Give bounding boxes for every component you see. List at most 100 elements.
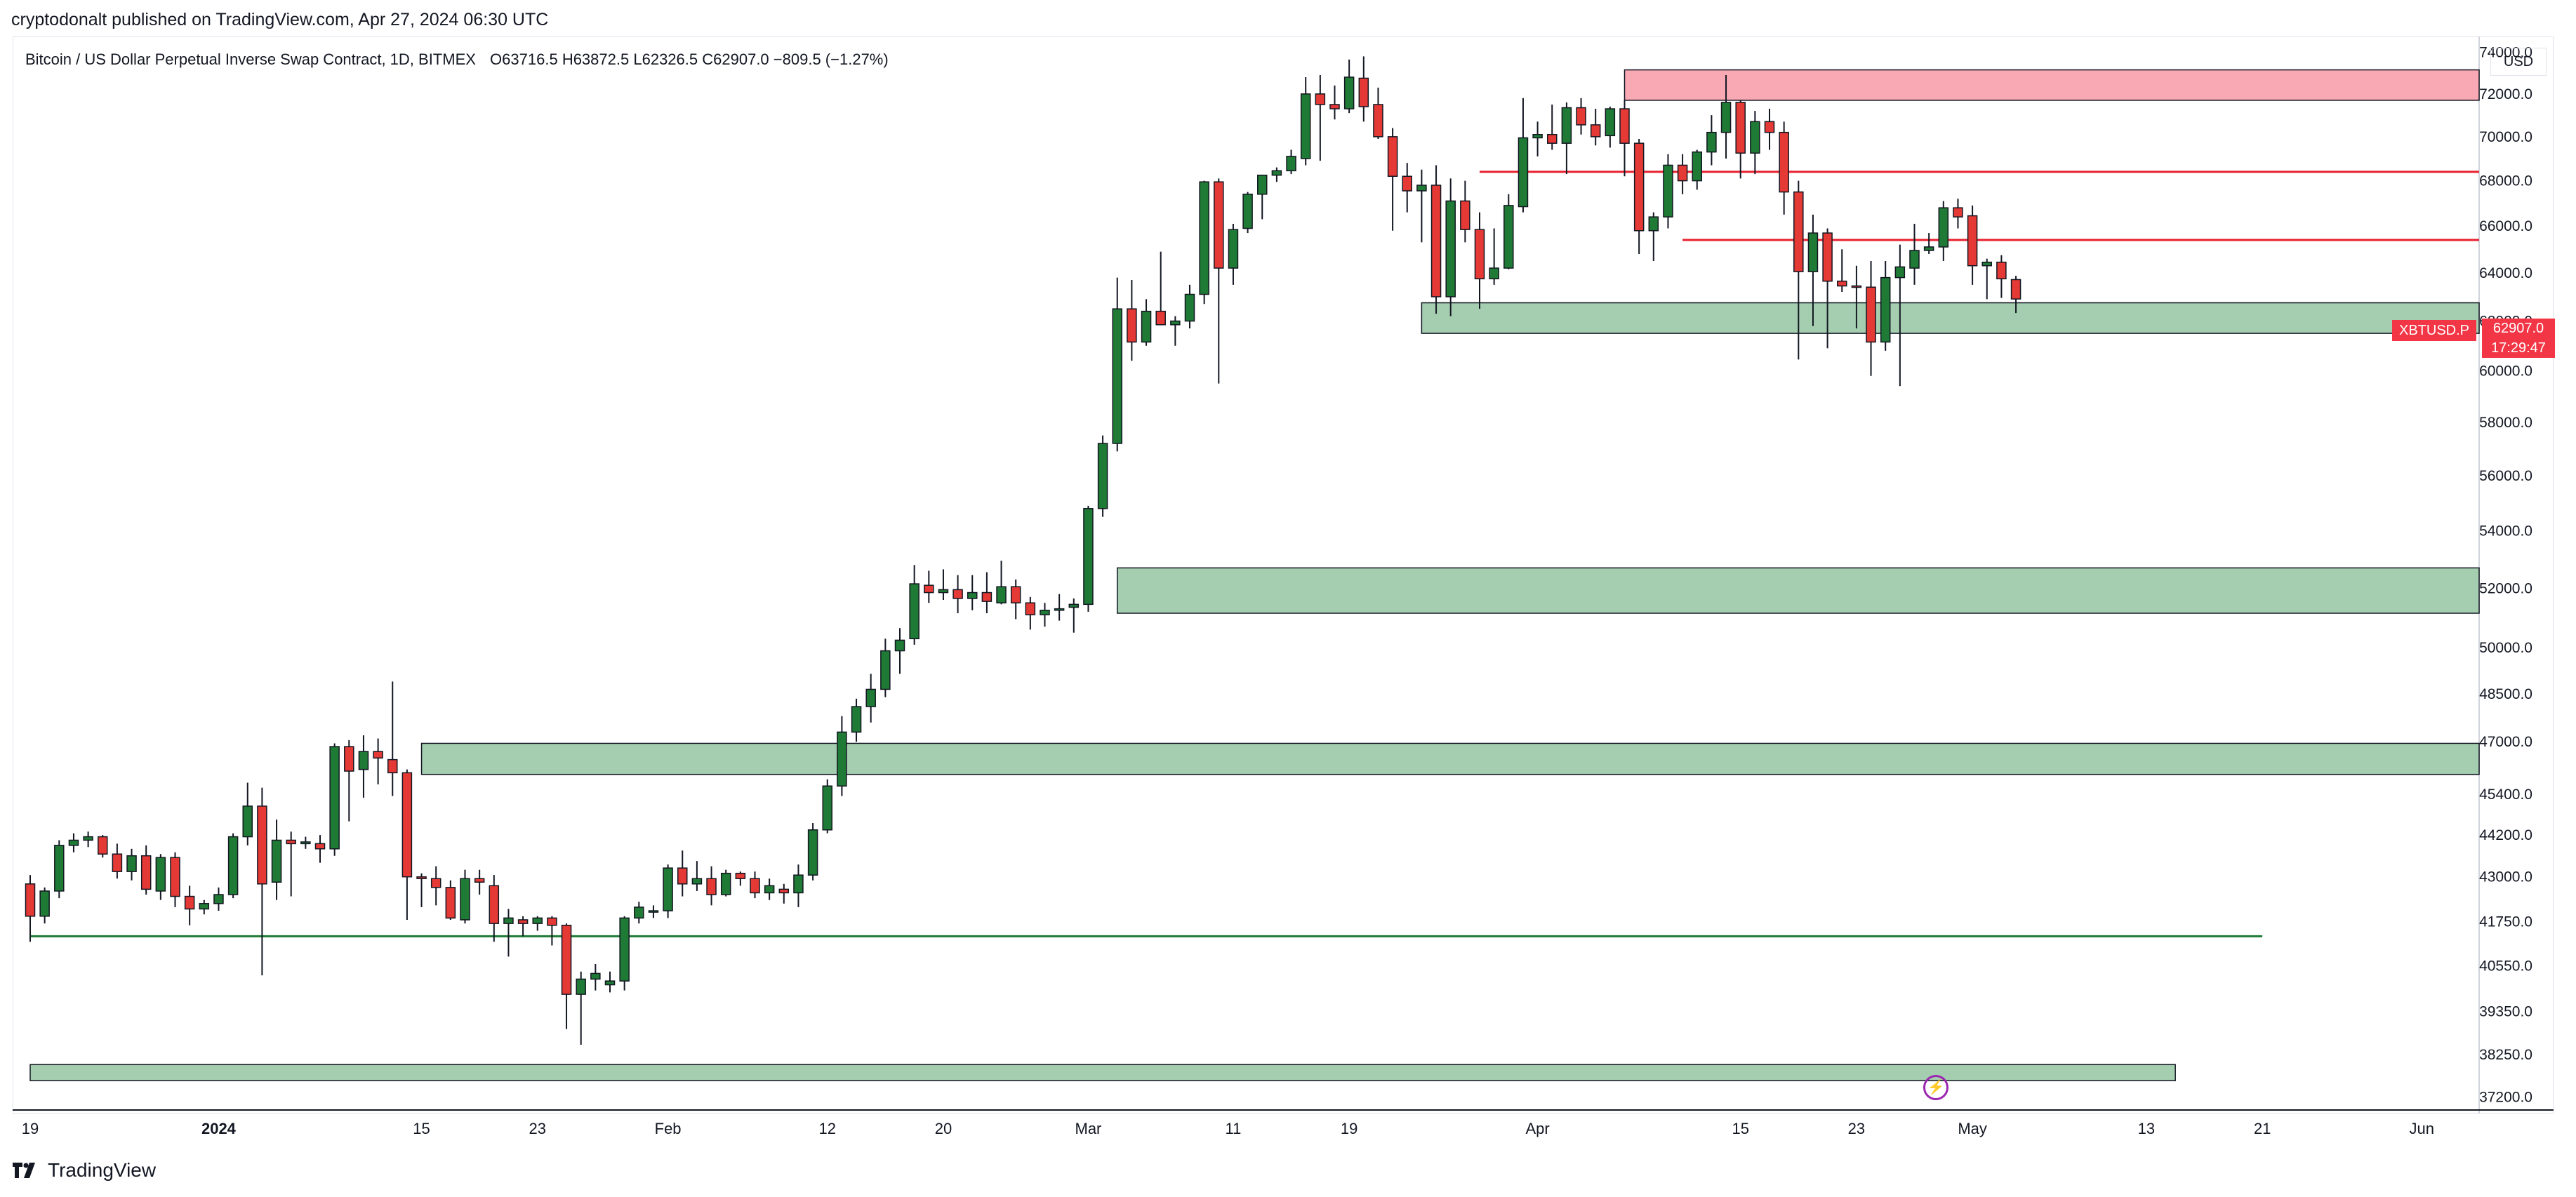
candle (1837, 249, 1847, 293)
candle-body (1518, 137, 1529, 208)
y-tick-label: 50000.0 (2479, 640, 2532, 656)
candle-body (735, 872, 746, 879)
candle (619, 916, 630, 991)
candle-body (1155, 310, 1166, 326)
candle-body (619, 917, 630, 982)
candle (1040, 603, 1050, 627)
y-tick-label: 74000.0 (2479, 45, 2532, 61)
candle-body (1010, 586, 1021, 603)
candle (1590, 109, 1601, 146)
candle-body (199, 903, 210, 910)
candle-body (1097, 443, 1108, 509)
candle-body (778, 888, 790, 894)
demand-zone (1117, 567, 2480, 614)
y-tick-label: 68000.0 (2479, 173, 2532, 189)
candle-body (170, 857, 180, 897)
y-tick-label: 38250.0 (2479, 1047, 2532, 1063)
candle-body (460, 878, 470, 921)
candle (576, 971, 586, 1045)
currency-button[interactable]: USD (2490, 48, 2547, 76)
candle-body (1387, 136, 1398, 178)
candle (1880, 260, 1891, 351)
candle (170, 852, 180, 907)
candle-body (561, 924, 572, 995)
candle (1923, 233, 1934, 254)
candle (39, 887, 50, 924)
y-tick-label: 56000.0 (2479, 468, 2532, 484)
demand-zone (1421, 302, 2480, 334)
candle-body (1228, 229, 1239, 269)
candle-body (981, 591, 992, 602)
candle (1054, 594, 1065, 621)
candle (83, 831, 93, 848)
candle (807, 823, 818, 881)
candle-body (39, 890, 50, 917)
candle-body (140, 855, 152, 890)
candle (1242, 192, 1253, 234)
candle-body (474, 878, 485, 883)
candle-body (1851, 285, 1862, 288)
candle (1402, 163, 1412, 213)
candle (68, 833, 79, 852)
candle-body (634, 907, 644, 919)
candle-body (300, 841, 311, 845)
y-tick-label: 58000.0 (2479, 415, 2532, 431)
candle-body (1894, 266, 1906, 279)
candle (1373, 87, 1383, 139)
candle-body (1083, 508, 1094, 606)
candle-body (1822, 232, 1833, 282)
candle (213, 887, 224, 911)
candle-body (1532, 134, 1543, 139)
candle (634, 902, 644, 924)
candle (1343, 59, 1355, 114)
candle-body (1807, 232, 1819, 272)
candle (199, 900, 210, 915)
candle (1430, 165, 1442, 314)
candle-body (1981, 261, 1992, 267)
candle (314, 835, 326, 863)
candle-body (1474, 229, 1485, 280)
legend-change: −809.5 (−1.27%) (773, 51, 889, 68)
candle (778, 883, 790, 904)
candle (547, 916, 557, 946)
legend-open: O63716.5 (490, 51, 558, 68)
candle-body (1750, 121, 1760, 154)
candle (344, 740, 354, 822)
candle-body (1547, 134, 1558, 144)
candle (242, 782, 253, 845)
lightning-icon[interactable]: ⚡ (1923, 1075, 1948, 1100)
candle-body (314, 843, 326, 850)
candle (227, 833, 239, 899)
candle-body (807, 829, 818, 876)
candle-body (1416, 185, 1427, 192)
demand-zone (420, 742, 2480, 775)
legend-high: H63872.5 (562, 51, 630, 68)
candle (140, 845, 152, 895)
candle-body (1764, 121, 1775, 133)
candle-body (1170, 320, 1181, 326)
candle-body (1112, 308, 1122, 444)
candle (1633, 138, 1645, 254)
x-tick-label: 20 (935, 1120, 952, 1137)
candle (996, 561, 1007, 605)
candle (1286, 149, 1296, 175)
x-tick-label: 11 (1226, 1120, 1242, 1137)
candle-body (83, 836, 93, 841)
candle (1228, 223, 1239, 285)
candle-body (1127, 308, 1137, 343)
candle (126, 848, 137, 881)
candle (358, 735, 369, 798)
tradingview-logo[interactable]: TradingView (13, 1159, 156, 1182)
candle (706, 866, 717, 906)
last-price-value: 62907.0 (2492, 321, 2544, 336)
candle (401, 769, 413, 920)
demand-zone (29, 1064, 2176, 1081)
candle-body (329, 746, 340, 850)
candle (1416, 169, 1427, 243)
candle (604, 971, 616, 993)
candle (1938, 201, 1949, 261)
candle (1474, 212, 1485, 309)
candle (1576, 98, 1586, 135)
candle-body (1242, 194, 1253, 229)
